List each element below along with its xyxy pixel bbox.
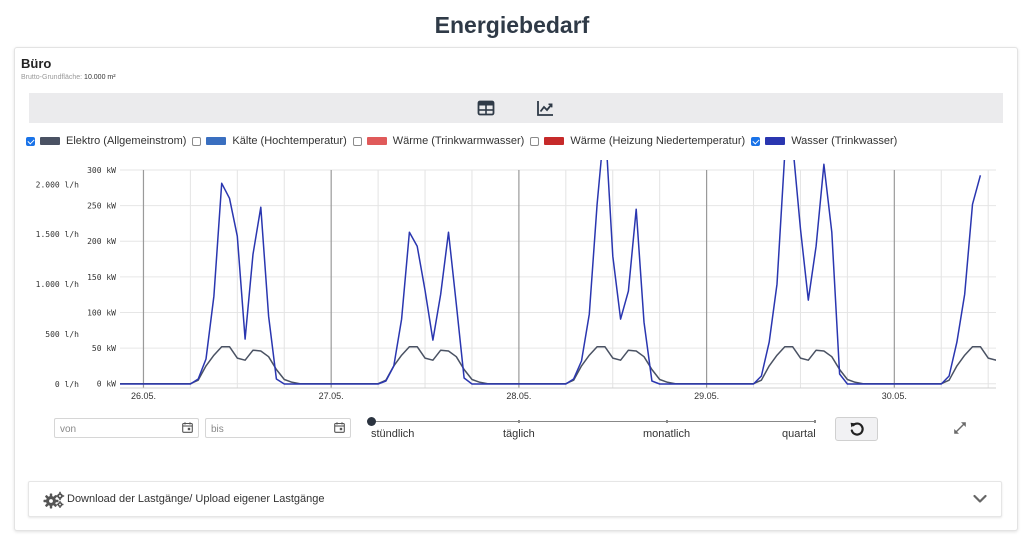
legend-item[interactable]: Wasser (Trinkwasser) (751, 135, 897, 147)
table-icon[interactable] (477, 99, 495, 117)
card-title: Büro (21, 56, 52, 71)
legend-label: Wasser (Trinkwasser) (791, 135, 898, 147)
calendar-icon[interactable] (182, 422, 193, 433)
legend-label: Wärme (Heizung Niedertemperatur) (570, 135, 746, 147)
x-tick-label: 27.05. (319, 391, 344, 401)
legend-checkbox[interactable] (530, 136, 540, 146)
x-tick-label: 28.05. (506, 391, 531, 401)
slider-tick (814, 420, 816, 423)
legend-item[interactable]: Kälte (Hochtemperatur) (192, 135, 347, 147)
date-from-field (54, 418, 199, 439)
resolution-slider-handle[interactable] (367, 417, 376, 426)
energy-line-chart: 300 kW 250 kW 200 kW 150 kW 100 kW 50 kW 0 kW 2… (36, 160, 996, 401)
legend-swatch (40, 137, 60, 145)
gears-icon (43, 491, 65, 509)
x-tick-label: 30.05. (882, 391, 907, 401)
legend-checkbox[interactable] (26, 136, 35, 146)
expand-icon[interactable] (953, 421, 967, 435)
slider-tick (518, 420, 520, 423)
legend-checkbox[interactable] (352, 136, 362, 146)
resolution-slider-track[interactable] (371, 421, 816, 422)
legend-label: Kälte (Hochtemperatur) (232, 135, 347, 147)
download-panel-label: Download der Lastgänge/ Upload eigener L… (67, 493, 325, 505)
slider-label-monthly[interactable]: monatlich (643, 428, 691, 440)
calendar-icon[interactable] (334, 422, 345, 433)
y-left-tick-label: 1.000 l/h (36, 280, 80, 289)
slider-tick (666, 420, 668, 423)
y-right-tick-label: 300 kW (87, 166, 116, 175)
legend-checkbox[interactable] (751, 136, 761, 146)
y-right-tick-label: 100 kW (87, 308, 116, 317)
legend-item[interactable]: Wärme (Trinkwarmwasser) (352, 135, 525, 147)
consumer-card: Büro Brutto-Grundfläche: 10.000 m² (14, 47, 1018, 531)
legend-item[interactable]: Elektro (Allgemeinstrom) (26, 135, 186, 147)
reset-icon (850, 422, 864, 436)
y-right-tick-label: 200 kW (87, 237, 116, 246)
date-to-field (205, 418, 351, 439)
y-right-tick-label: 0 kW (97, 380, 116, 389)
series-line (120, 160, 982, 385)
line-chart-icon[interactable] (536, 99, 554, 117)
y-right-tick-label: 150 kW (87, 273, 116, 282)
legend-item[interactable]: Wärme (Heizung Niedertemperatur) (530, 135, 745, 147)
view-toolbar (29, 93, 1003, 123)
y-left-tick-label: 2.000 l/h (36, 180, 80, 189)
date-from-input[interactable] (55, 420, 170, 439)
x-tick-label: 29.05. (694, 391, 719, 401)
slider-label-hourly[interactable]: stündlich (371, 428, 415, 440)
legend-swatch (765, 137, 786, 145)
legend-label: Elektro (Allgemeinstrom) (66, 135, 187, 147)
date-to-input[interactable] (206, 420, 321, 439)
reset-zoom-button[interactable] (835, 417, 878, 441)
y-left-tick-label: 0 l/h (55, 380, 79, 389)
area-info: Brutto-Grundfläche: 10.000 m² (21, 74, 116, 81)
legend-checkbox[interactable] (192, 136, 202, 146)
area-label: Brutto-Grundfläche: (21, 74, 83, 81)
y-left-tick-label: 1.500 l/h (36, 230, 80, 239)
legend-swatch (366, 137, 387, 145)
slider-label-daily[interactable]: täglich (503, 428, 535, 440)
legend-swatch (544, 137, 565, 145)
y-left-tick-label: 500 l/h (45, 330, 79, 339)
chart-legend: Elektro (Allgemeinstrom) Kälte (Hochtempe… (26, 131, 903, 151)
page-title: Energiebedarf (434, 12, 590, 38)
x-tick-label: 26.05. (131, 391, 156, 401)
download-panel[interactable]: Download der Lastgänge/ Upload eigener L… (28, 481, 1002, 517)
y-right-tick-label: 250 kW (87, 202, 116, 211)
y-right-tick-label: 50 kW (92, 344, 116, 353)
legend-swatch (206, 137, 227, 145)
legend-label: Wärme (Trinkwarmwasser) (392, 135, 525, 147)
chevron-down-icon[interactable] (973, 494, 987, 504)
series-line (120, 345, 996, 385)
area-value: 10.000 m² (84, 74, 116, 81)
slider-label-quarter[interactable]: quartal (782, 428, 816, 440)
